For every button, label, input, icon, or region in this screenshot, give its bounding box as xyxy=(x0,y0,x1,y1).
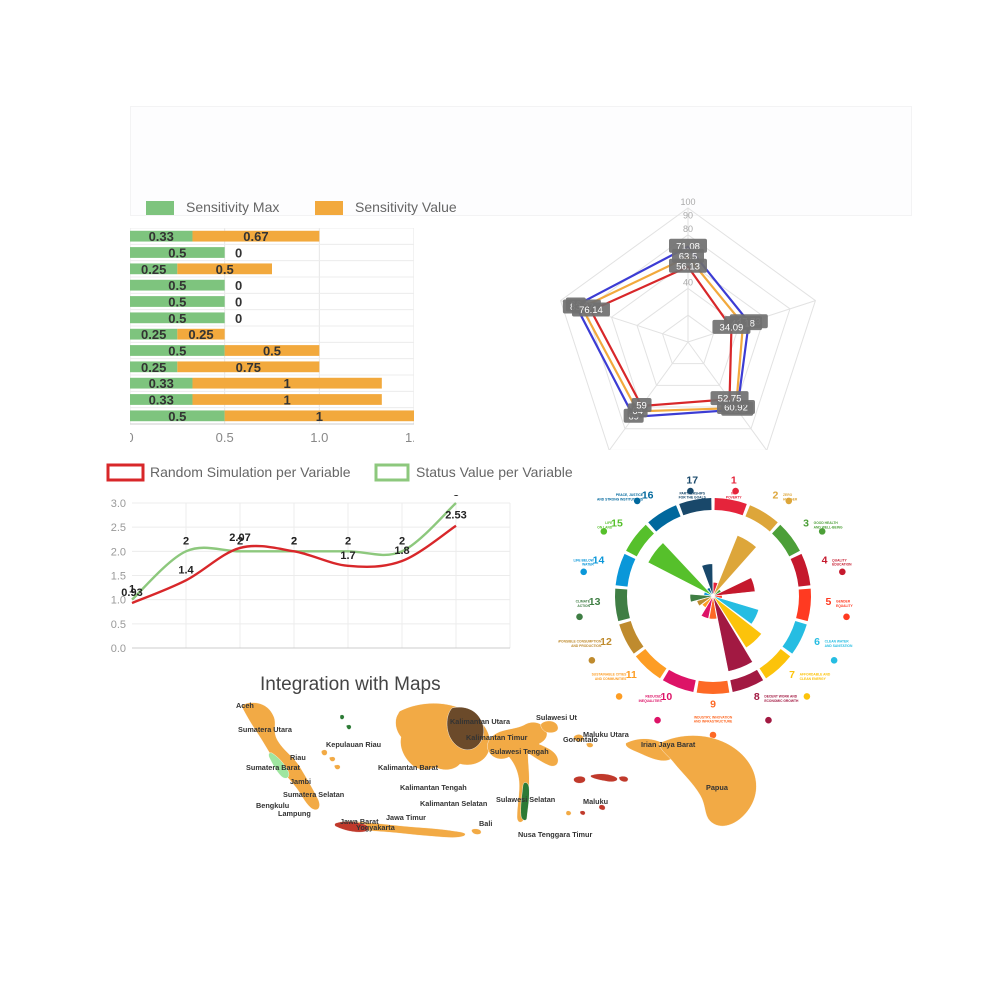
svg-text:0.33: 0.33 xyxy=(149,229,174,244)
svg-text:0.5: 0.5 xyxy=(216,262,234,277)
svg-text:80: 80 xyxy=(683,224,693,234)
svg-text:0.5: 0.5 xyxy=(168,311,186,326)
svg-text:0.5: 0.5 xyxy=(168,246,186,261)
svg-text:15: 15 xyxy=(611,517,623,529)
svg-text:0.25: 0.25 xyxy=(188,327,213,342)
svg-text:ACTION: ACTION xyxy=(577,604,590,608)
svg-text:0.25: 0.25 xyxy=(141,360,166,375)
svg-text:0: 0 xyxy=(130,430,134,445)
svg-text:14: 14 xyxy=(593,555,605,567)
svg-text:0.5: 0.5 xyxy=(168,295,186,310)
svg-text:0.0: 0.0 xyxy=(111,643,126,655)
svg-text:1.5: 1.5 xyxy=(111,571,126,583)
svg-text:AND SANITATION: AND SANITATION xyxy=(825,644,853,648)
svg-text:Sensitivity Max: Sensitivity Max xyxy=(186,199,279,215)
svg-text:WATER: WATER xyxy=(582,562,594,566)
svg-text:FOR THE GOALS: FOR THE GOALS xyxy=(679,495,707,499)
svg-text:1.5: 1.5 xyxy=(405,430,414,445)
svg-text:1: 1 xyxy=(316,409,323,424)
svg-text:AND WELL-BEING: AND WELL-BEING xyxy=(814,525,843,529)
svg-text:3: 3 xyxy=(453,495,459,499)
svg-text:2: 2 xyxy=(772,489,778,501)
svg-text:59: 59 xyxy=(636,400,647,411)
svg-text:0.33: 0.33 xyxy=(149,376,174,391)
svg-text:56.13: 56.13 xyxy=(676,261,700,272)
svg-text:0.33: 0.33 xyxy=(149,393,174,408)
svg-text:1: 1 xyxy=(284,376,291,391)
svg-text:2: 2 xyxy=(291,535,297,547)
svg-text:POVERTY: POVERTY xyxy=(726,495,743,499)
svg-text:90: 90 xyxy=(683,210,693,220)
svg-text:ECONOMIC GROWTH: ECONOMIC GROWTH xyxy=(764,699,799,703)
svg-text:0.5: 0.5 xyxy=(263,344,281,359)
svg-text:4: 4 xyxy=(822,555,828,567)
svg-text:1: 1 xyxy=(731,474,737,486)
svg-text:2: 2 xyxy=(345,535,351,547)
svg-text:0.5: 0.5 xyxy=(168,278,186,293)
svg-text:17: 17 xyxy=(686,474,698,486)
svg-text:0.67: 0.67 xyxy=(243,229,268,244)
svg-text:11: 11 xyxy=(626,669,637,681)
svg-text:6: 6 xyxy=(814,636,820,648)
svg-text:Sensitivity Value: Sensitivity Value xyxy=(355,199,457,215)
svg-text:13: 13 xyxy=(589,596,601,608)
svg-text:7: 7 xyxy=(789,669,795,681)
svg-text:EQUALITY: EQUALITY xyxy=(836,604,853,608)
svg-text:0.5: 0.5 xyxy=(168,409,186,424)
svg-text:34.09: 34.09 xyxy=(720,322,744,333)
svg-text:0.25: 0.25 xyxy=(141,327,166,342)
svg-text:2: 2 xyxy=(183,535,189,547)
svg-text:1.4: 1.4 xyxy=(178,564,194,576)
svg-text:1.7: 1.7 xyxy=(340,550,355,562)
svg-text:40: 40 xyxy=(683,277,693,287)
svg-text:0.5: 0.5 xyxy=(111,619,126,631)
svg-text:Status Value per Variable: Status Value per Variable xyxy=(416,464,573,480)
svg-text:2: 2 xyxy=(399,535,405,547)
svg-text:2: 2 xyxy=(237,535,243,547)
svg-text:3.0: 3.0 xyxy=(111,498,126,510)
svg-text:2.53: 2.53 xyxy=(445,510,466,522)
svg-text:0: 0 xyxy=(235,278,242,293)
svg-text:5: 5 xyxy=(826,596,832,608)
svg-text:AND PRODUCTION: AND PRODUCTION xyxy=(571,644,602,648)
svg-text:0.75: 0.75 xyxy=(236,360,261,375)
svg-text:0.5: 0.5 xyxy=(168,344,186,359)
svg-text:EDUCATION: EDUCATION xyxy=(832,562,852,566)
svg-text:0: 0 xyxy=(235,295,242,310)
svg-text:0: 0 xyxy=(235,311,242,326)
svg-text:0.25: 0.25 xyxy=(141,262,166,277)
svg-text:1.0: 1.0 xyxy=(310,430,328,445)
svg-text:100: 100 xyxy=(680,197,695,207)
svg-text:1: 1 xyxy=(129,584,135,596)
svg-text:Random Simulation per Variable: Random Simulation per Variable xyxy=(150,464,351,480)
svg-text:12: 12 xyxy=(600,636,612,648)
svg-text:2.5: 2.5 xyxy=(111,522,126,534)
svg-text:2.0: 2.0 xyxy=(111,546,126,558)
svg-text:52.75: 52.75 xyxy=(718,394,742,405)
svg-text:0: 0 xyxy=(235,246,242,261)
svg-text:16: 16 xyxy=(642,489,654,501)
svg-text:3: 3 xyxy=(803,517,809,529)
svg-text:76.14: 76.14 xyxy=(579,305,603,316)
svg-text:0.5: 0.5 xyxy=(216,430,234,445)
svg-text:CLEAN ENERGY: CLEAN ENERGY xyxy=(800,677,827,681)
svg-text:1: 1 xyxy=(284,393,291,408)
svg-text:AND COMMUNITIES: AND COMMUNITIES xyxy=(595,677,627,681)
